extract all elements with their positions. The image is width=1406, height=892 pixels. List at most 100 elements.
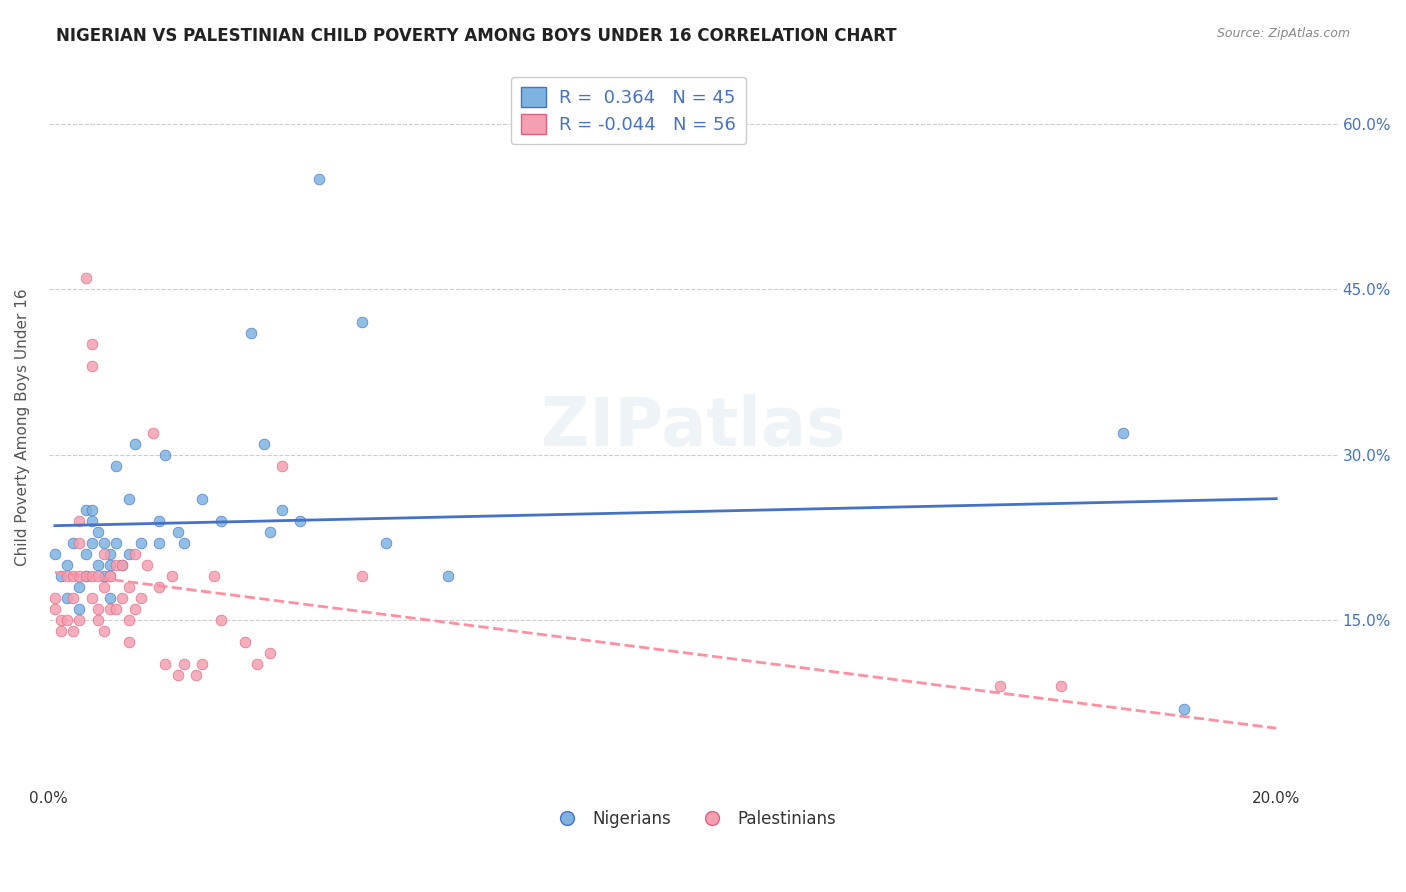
Point (209, 514, 232, 528)
Point (80, 536, 103, 550)
Point (56, 558, 79, 573)
Point (67, 580, 90, 594)
Point (49, 613, 72, 627)
Point (240, 326, 263, 341)
Point (204, 569, 226, 583)
Point (290, 514, 312, 528)
Point (93, 624, 115, 639)
Text: NIGERIAN VS PALESTINIAN CHILD POVERTY AMONG BOYS UNDER 16 CORRELATION CHART: NIGERIAN VS PALESTINIAN CHILD POVERTY AM… (56, 27, 897, 45)
Point (117, 613, 139, 627)
Point (93, 580, 115, 594)
Legend: Nigerians, Palestinians: Nigerians, Palestinians (544, 804, 842, 835)
Point (87, 558, 110, 573)
Point (67, 569, 90, 583)
Point (173, 657, 195, 672)
Point (98, 591, 121, 606)
Point (148, 536, 170, 550)
Point (1173, 701, 1195, 715)
Point (75, 271, 97, 285)
Point (93, 547, 115, 561)
Text: ZIPatlas: ZIPatlas (541, 394, 845, 460)
Point (44, 602, 66, 616)
Point (184, 668, 207, 682)
Point (98, 569, 121, 583)
Point (93, 536, 115, 550)
Point (87, 602, 110, 616)
Point (56, 569, 79, 583)
Point (67, 514, 90, 528)
Point (80, 591, 103, 606)
Point (56, 591, 79, 606)
Point (49, 624, 72, 639)
Point (56, 613, 79, 627)
Point (259, 646, 281, 660)
Point (350, 315, 373, 329)
Point (105, 602, 128, 616)
Point (105, 458, 128, 473)
Point (124, 547, 146, 561)
Point (111, 558, 134, 573)
Y-axis label: Child Poverty Among Boys Under 16: Child Poverty Among Boys Under 16 (15, 288, 30, 566)
Point (148, 514, 170, 528)
Point (988, 680, 1011, 694)
Point (75, 569, 97, 583)
Point (117, 491, 139, 506)
Point (87, 569, 110, 583)
Point (67, 613, 90, 627)
Point (166, 668, 188, 682)
Point (436, 569, 458, 583)
Point (233, 635, 256, 649)
Point (80, 359, 103, 374)
Point (117, 547, 139, 561)
Point (62, 624, 84, 639)
Point (129, 536, 152, 550)
Point (75, 547, 97, 561)
Point (142, 425, 165, 440)
Point (80, 503, 103, 517)
Point (98, 558, 121, 573)
Point (308, 172, 330, 186)
Point (246, 657, 269, 672)
Point (375, 536, 398, 550)
Point (80, 514, 103, 528)
Point (1050, 680, 1073, 694)
Point (67, 536, 90, 550)
Point (98, 569, 121, 583)
Point (259, 524, 281, 539)
Point (49, 569, 72, 583)
Point (148, 580, 170, 594)
Point (75, 569, 97, 583)
Point (209, 613, 232, 627)
Point (75, 503, 97, 517)
Point (124, 436, 146, 450)
Point (124, 602, 146, 616)
Point (252, 436, 274, 450)
Point (111, 591, 134, 606)
Point (87, 524, 110, 539)
Point (271, 503, 294, 517)
Point (117, 580, 139, 594)
Point (62, 536, 84, 550)
Point (87, 613, 110, 627)
Point (350, 569, 373, 583)
Point (191, 657, 214, 672)
Point (155, 448, 177, 462)
Point (98, 602, 121, 616)
Point (80, 337, 103, 351)
Point (93, 569, 115, 583)
Point (105, 558, 128, 573)
Point (105, 536, 128, 550)
Point (98, 547, 121, 561)
Point (62, 591, 84, 606)
Point (111, 558, 134, 573)
Point (191, 491, 214, 506)
Point (136, 558, 159, 573)
Point (1112, 425, 1135, 440)
Point (166, 524, 188, 539)
Point (129, 591, 152, 606)
Point (271, 458, 294, 473)
Point (62, 569, 84, 583)
Text: Source: ZipAtlas.com: Source: ZipAtlas.com (1216, 27, 1350, 40)
Point (44, 591, 66, 606)
Point (160, 569, 183, 583)
